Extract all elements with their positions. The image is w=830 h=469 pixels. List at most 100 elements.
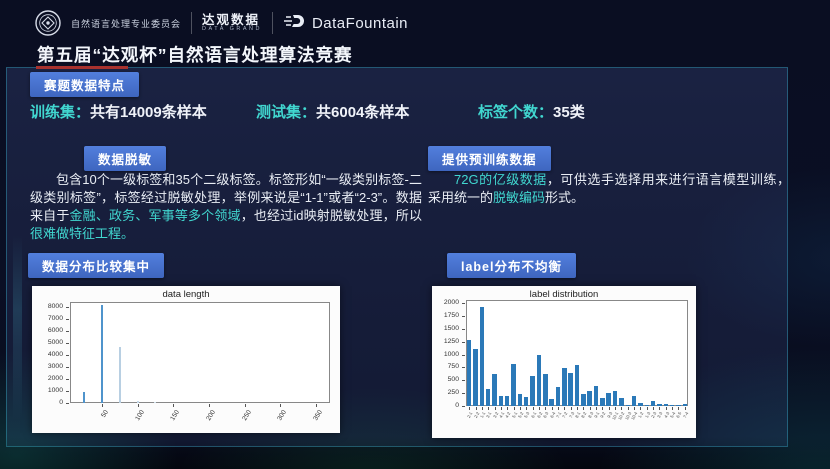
- x-tick-label: 250: [240, 409, 253, 422]
- x-tick-mark: [608, 407, 610, 410]
- x-tick-mark: [665, 407, 667, 410]
- datafountain-logo: DataFountain: [283, 12, 408, 35]
- bar: [606, 393, 611, 406]
- y-tick-label: 6000: [47, 326, 63, 334]
- desensitize-paragraph: 包含10个一级标签和35个二级标签。标签形如“一级类别标签-二级类别标签”，标签…: [30, 171, 422, 243]
- x-tick-mark: [615, 407, 617, 410]
- text-segment: 形式。: [545, 190, 585, 205]
- x-tick-mark: [538, 407, 540, 410]
- x-tick-mark: [519, 407, 521, 410]
- x-tick-mark: [469, 407, 471, 410]
- x-tick-mark: [315, 404, 317, 407]
- y-tick-mark: [462, 393, 465, 395]
- x-tick-mark: [475, 407, 477, 410]
- y-tick-mark: [462, 367, 465, 369]
- bar: [485, 389, 491, 406]
- x-tick-label: 200: [205, 409, 217, 422]
- y-tick-mark: [462, 328, 465, 330]
- bar: [562, 368, 567, 406]
- highlighted-text-segment: 72G的亿级数据: [454, 172, 547, 187]
- bar: [669, 405, 675, 406]
- x-tick-mark: [602, 407, 604, 410]
- badge-pretrain: 提供预训练数据: [428, 146, 551, 171]
- y-tick-label: 2000: [443, 299, 459, 307]
- chart-label-distribution: label distribution 0 250 500 750 1000 1250 1500…: [432, 286, 696, 438]
- highlighted-text-segment: 很难做特征工程。: [30, 226, 135, 241]
- bar: [479, 306, 485, 406]
- x-tick-mark: [557, 407, 559, 410]
- x-tick-mark: [659, 407, 661, 410]
- bar: [492, 374, 497, 406]
- bar: [543, 374, 548, 406]
- x-tick-mark: [678, 407, 680, 410]
- stat-value: 共有14009条样本: [90, 104, 207, 121]
- y-tick-mark: [462, 315, 465, 317]
- x-tick-mark: [500, 407, 502, 410]
- y-tick-label: 1250: [443, 337, 459, 345]
- y-tick-mark: [66, 390, 69, 392]
- bar: [118, 347, 121, 403]
- x-tick-mark: [244, 404, 246, 407]
- badge-desensitize: 数据脱敏: [84, 146, 167, 171]
- y-tick-mark: [66, 403, 69, 404]
- y-tick-label: 4000: [47, 350, 63, 358]
- y-tick-label: 2000: [47, 374, 63, 382]
- bar: [473, 349, 478, 406]
- y-tick-mark: [66, 306, 69, 308]
- ccf-seal-icon: [35, 10, 61, 36]
- x-tick-label: 100: [133, 409, 146, 422]
- divider: [191, 12, 193, 34]
- bar: [663, 404, 669, 406]
- datafountain-label: DataFountain: [311, 14, 409, 32]
- y-tick-label: 1000: [47, 386, 63, 394]
- stat-label: 标签个数：: [478, 104, 554, 121]
- x-tick-mark: [672, 407, 674, 410]
- bar: [593, 386, 599, 406]
- y-tick-label: 3000: [47, 362, 63, 370]
- stat-label: 测试集：: [256, 104, 317, 121]
- y-tick-label: 7000: [47, 314, 63, 322]
- x-tick-mark: [596, 407, 598, 410]
- y-tick-mark: [66, 330, 69, 332]
- badge-label-imbalance: label分布不均衡: [447, 253, 576, 278]
- stat-label: 训练集：: [30, 104, 91, 121]
- bar: [530, 375, 535, 406]
- x-tick-mark: [526, 407, 528, 410]
- bar: [581, 393, 586, 406]
- x-tick-mark: [173, 404, 175, 407]
- y-tick-label: 1000: [443, 350, 459, 358]
- highlighted-text-segment: 脱敏编码: [493, 190, 546, 205]
- x-tick-mark: [577, 407, 578, 410]
- title-underline: [36, 66, 128, 69]
- stat-test-set: 测试集：共6004条样本: [256, 101, 409, 122]
- y-tick-mark: [66, 366, 69, 368]
- bar: [587, 390, 592, 406]
- bar: [154, 402, 157, 403]
- y-tick-label: 1750: [443, 311, 459, 319]
- x-tick-mark: [653, 407, 655, 410]
- badge-distribution: 数据分布比较集中: [28, 253, 165, 278]
- pretrain-paragraph: 72G的亿级数据，可供选手选择用来进行语言模型训练，采用统一的脱敏编码形式。: [428, 171, 790, 207]
- x-tick-label: 150: [169, 409, 182, 422]
- x-tick-mark: [627, 407, 629, 410]
- bar: [619, 397, 624, 406]
- bar: [574, 365, 580, 406]
- x-tick-mark: [507, 407, 509, 410]
- y-tick-label: 5000: [47, 338, 63, 346]
- x-tick-mark: [532, 407, 534, 410]
- bar: [631, 396, 637, 406]
- y-tick-mark: [462, 406, 465, 407]
- x-tick-mark: [488, 407, 490, 410]
- x-tick-mark: [494, 407, 496, 410]
- bar: [644, 404, 649, 406]
- x-tick-mark: [208, 404, 210, 407]
- bar: [136, 401, 139, 403]
- bar: [600, 397, 605, 406]
- stat-label-count: 标签个数：35类: [478, 101, 585, 122]
- y-tick-label: 1500: [443, 324, 459, 332]
- divider: [271, 12, 273, 34]
- badge-features: 赛题数据特点: [30, 72, 140, 97]
- y-tick-label: 250: [447, 389, 459, 397]
- page-title: 第五届“达观杯”自然语言处理算法竞赛: [37, 45, 353, 65]
- y-tick-label: 750: [447, 363, 459, 371]
